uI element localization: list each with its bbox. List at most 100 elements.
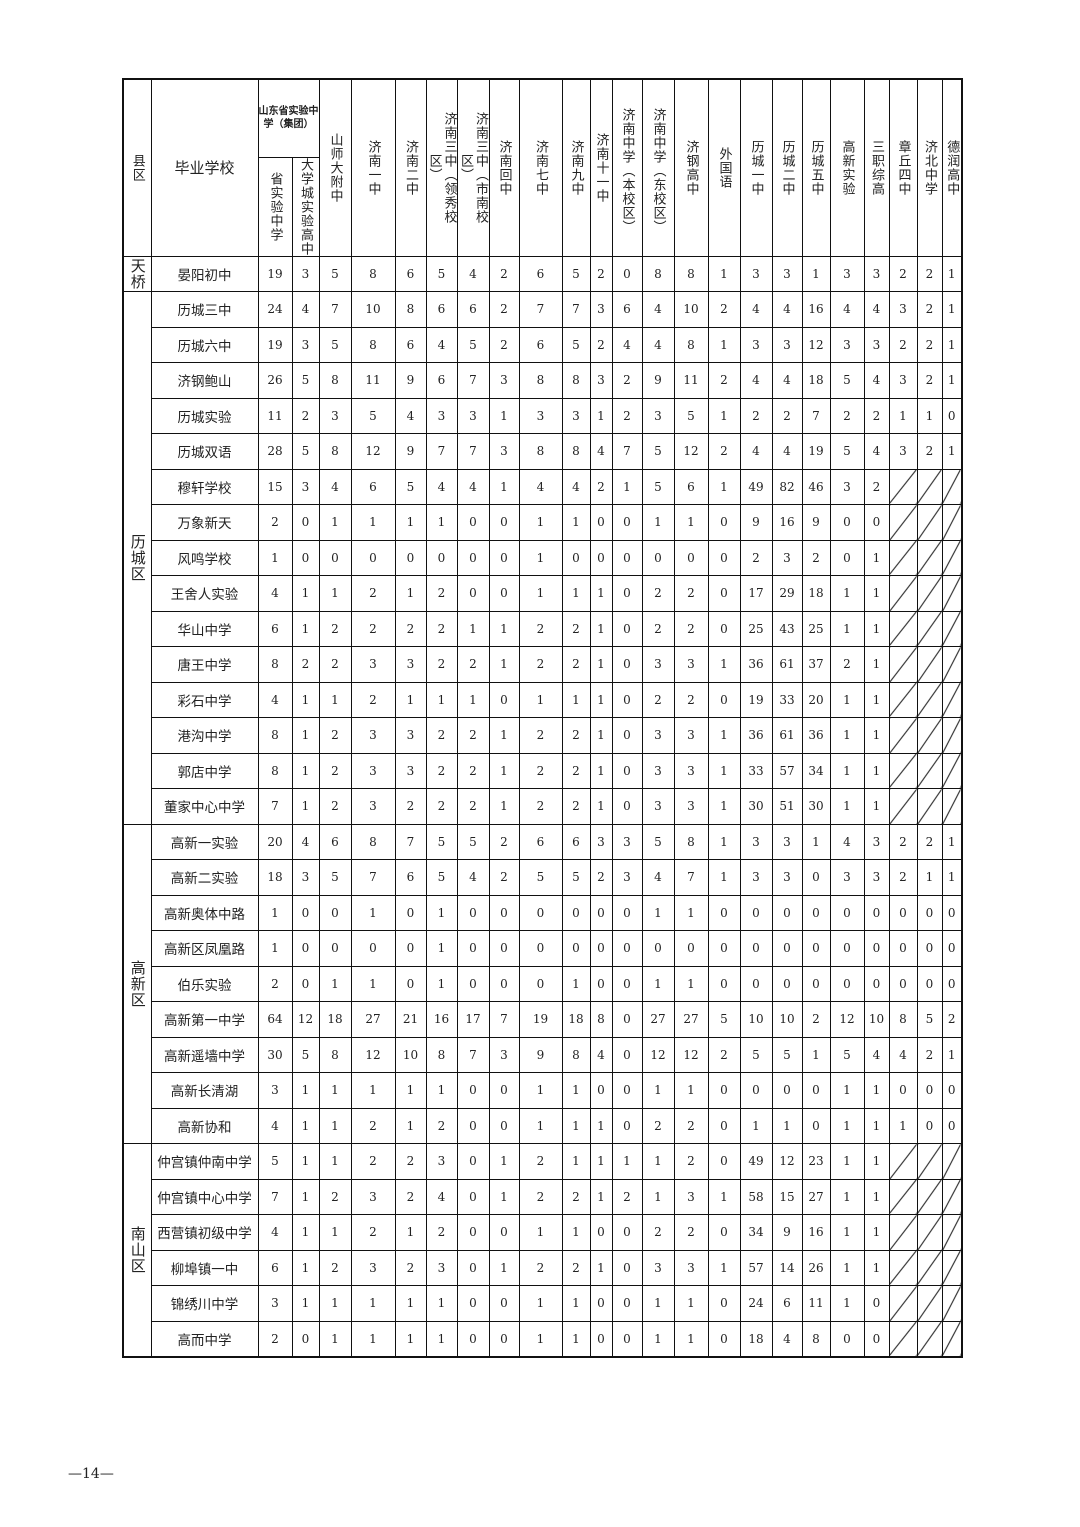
quota-value: 1: [488, 397, 520, 434]
quota-value: 0: [589, 965, 613, 1002]
quota-value: 28: [257, 433, 293, 470]
quota-value: 2: [707, 291, 741, 328]
quota-value: 2: [941, 1001, 963, 1038]
quota-value: 19: [257, 326, 293, 363]
quota-value: 3: [589, 291, 613, 328]
quota-value: 5: [291, 433, 320, 470]
quota-value: 29: [771, 575, 803, 612]
quota-value: 4: [739, 362, 773, 399]
quota-value: 1: [829, 1143, 865, 1180]
quota-value: 0: [456, 1107, 490, 1144]
quota-value: 1: [589, 1249, 613, 1286]
quota-value: 2: [518, 1249, 563, 1286]
quota-value: 3: [350, 717, 396, 754]
quota-value: 1: [611, 468, 643, 505]
quota-value: 18: [801, 362, 831, 399]
school-name: 彩石中学: [150, 681, 259, 718]
quota-value: 1: [863, 646, 890, 683]
quota-value: 10: [771, 1001, 803, 1038]
quota-value: 0: [456, 504, 490, 541]
quota-value: 2: [916, 291, 943, 328]
quota-value: 2: [318, 646, 352, 683]
school-name: 济钢鲍山: [150, 362, 259, 399]
quota-value: 2: [641, 610, 675, 647]
quota-value: 3: [488, 362, 520, 399]
quota-value: 1: [561, 681, 591, 718]
quota-value: 51: [771, 788, 803, 825]
quota-value: 0: [589, 1214, 613, 1251]
quota-value: 0: [863, 930, 890, 967]
quota-value: 20: [257, 823, 293, 860]
quota-value: 1: [291, 610, 320, 647]
quota-value: 57: [739, 1249, 773, 1286]
quota-value: 3: [350, 788, 396, 825]
header-column: 三职综高: [863, 78, 890, 257]
quota-value: 2: [488, 255, 520, 292]
school-name: 郭店中学: [150, 752, 259, 789]
quota-value: 3: [291, 255, 320, 292]
quota-value: 1: [425, 930, 458, 967]
school-name: 晏阳初中: [150, 255, 259, 292]
quota-value: 34: [739, 1214, 773, 1251]
quota-value: 1: [641, 1320, 675, 1357]
quota-value: 0: [611, 575, 643, 612]
not-applicable-cell: [941, 1178, 963, 1215]
header-column: 高新实验: [829, 78, 865, 257]
quota-value: 2: [318, 788, 352, 825]
not-applicable-cell: [941, 504, 963, 541]
school-name: 穆轩学校: [150, 468, 259, 505]
quota-value: 1: [257, 930, 293, 967]
quota-value: 0: [488, 1072, 520, 1109]
quota-value: 2: [350, 575, 396, 612]
quota-value: 1: [318, 1285, 352, 1322]
quota-value: 3: [863, 255, 890, 292]
quota-value: 2: [518, 788, 563, 825]
quota-value: 0: [888, 930, 918, 967]
quota-value: 1: [425, 681, 458, 718]
school-name: 仲宫镇中心中学: [150, 1178, 259, 1215]
quota-value: 1: [673, 504, 709, 541]
header-column: 章丘四中: [888, 78, 918, 257]
quota-value: 5: [829, 433, 865, 470]
quota-value: 1: [318, 1214, 352, 1251]
quota-value: 1: [318, 1143, 352, 1180]
quota-value: 21: [394, 1001, 427, 1038]
quota-value: 5: [916, 1001, 943, 1038]
quota-value: 2: [394, 1249, 427, 1286]
quota-value: 1: [350, 1072, 396, 1109]
quota-value: 0: [707, 575, 741, 612]
header-column: 历城二中: [771, 78, 803, 257]
quota-value: 5: [318, 326, 352, 363]
quota-value: 1: [707, 326, 741, 363]
quota-value: 8: [318, 362, 352, 399]
quota-value: 1: [291, 681, 320, 718]
quota-value: 10: [673, 291, 709, 328]
quota-value: 2: [425, 646, 458, 683]
header-column: 济南九中: [561, 78, 591, 257]
quota-value: 1: [673, 894, 709, 931]
school-name: 高而中学: [150, 1320, 259, 1357]
quota-value: 0: [916, 1107, 943, 1144]
quota-value: 8: [350, 823, 396, 860]
quota-value: 5: [707, 1001, 741, 1038]
quota-value: 2: [561, 1178, 591, 1215]
quota-value: 3: [829, 859, 865, 896]
quota-value: 9: [739, 504, 773, 541]
quota-value: 0: [707, 1285, 741, 1322]
quota-value: 3: [456, 397, 490, 434]
quota-value: 19: [801, 433, 831, 470]
quota-value: 2: [739, 539, 773, 576]
quota-value: 3: [829, 255, 865, 292]
quota-value: 12: [673, 1036, 709, 1073]
quota-value: 1: [739, 1107, 773, 1144]
quota-value: 8: [561, 433, 591, 470]
quota-value: 1: [257, 894, 293, 931]
quota-value: 0: [707, 539, 741, 576]
quota-value: 1: [488, 717, 520, 754]
quota-value: 0: [829, 965, 865, 1002]
not-applicable-cell: [888, 1249, 918, 1286]
quota-value: 9: [394, 362, 427, 399]
quota-value: 2: [673, 610, 709, 647]
quota-value: 4: [425, 468, 458, 505]
quota-value: 2: [863, 397, 890, 434]
